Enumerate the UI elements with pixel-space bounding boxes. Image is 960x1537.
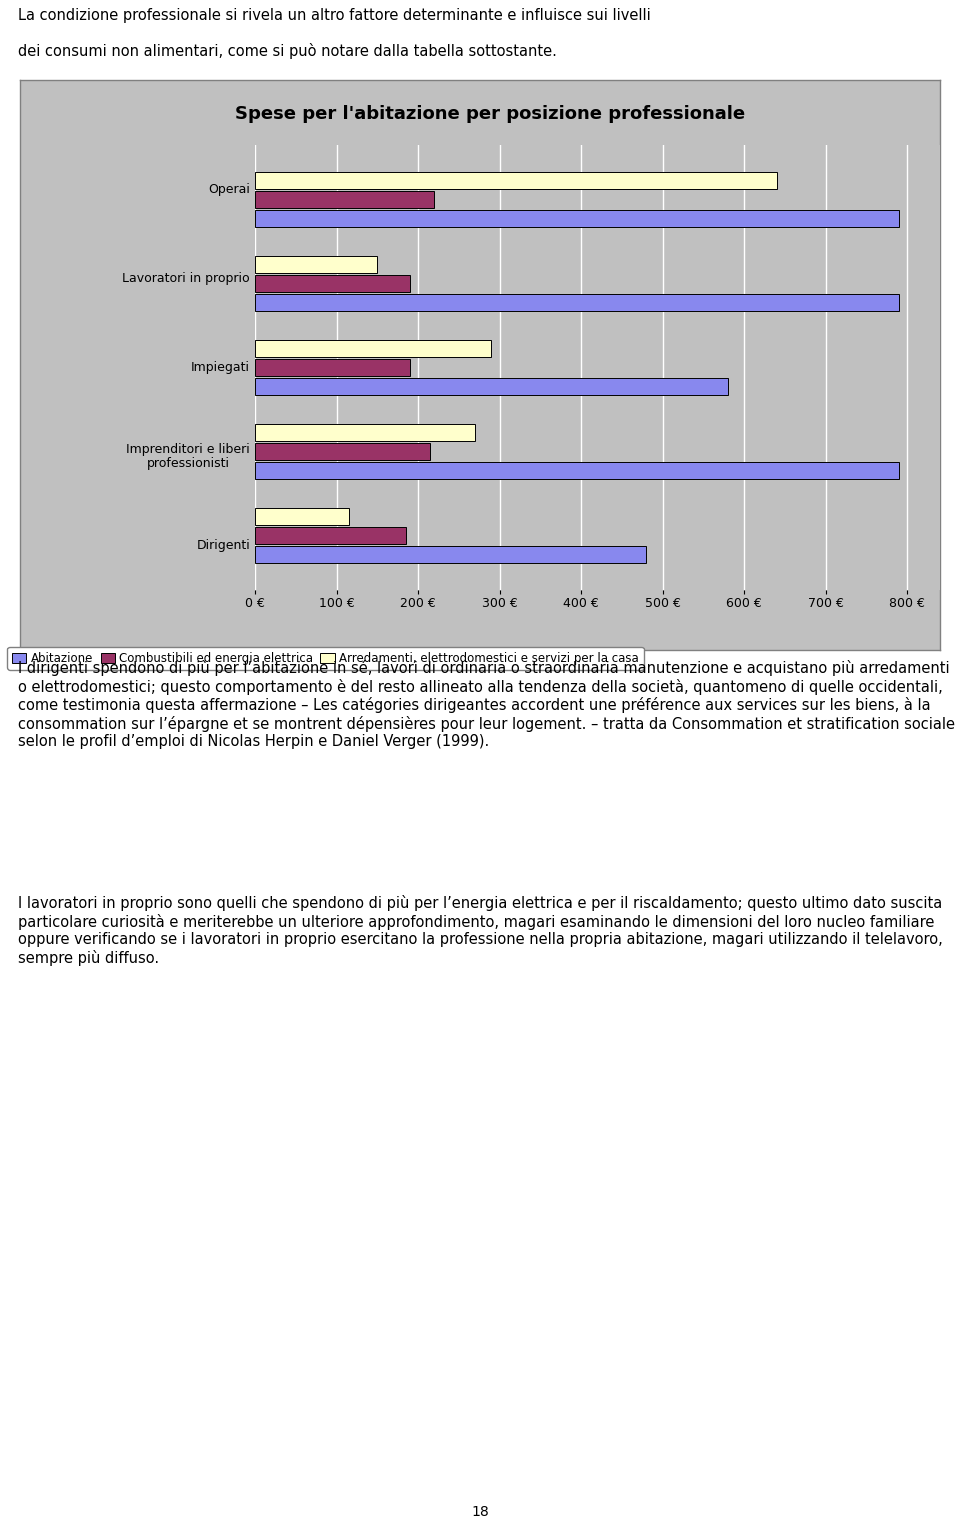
Bar	[255, 424, 475, 441]
Text: Spese per l'abitazione per posizione professionale: Spese per l'abitazione per posizione pro…	[235, 105, 745, 123]
Text: Imprenditori e liberi
professionisti: Imprenditori e liberi professionisti	[127, 443, 250, 470]
Bar	[255, 294, 900, 310]
Text: I lavoratori in proprio sono quelli che spendono di più per l’energia elettrica : I lavoratori in proprio sono quelli che …	[18, 895, 943, 965]
Text: Operai: Operai	[208, 183, 250, 197]
Bar	[255, 463, 900, 478]
Bar	[255, 378, 728, 395]
Text: Dirigenti: Dirigenti	[196, 539, 250, 552]
Text: I dirigenti spendono di più per l’abitazione in sé, lavori di ordinaria o straor: I dirigenti spendono di più per l’abitaz…	[18, 659, 955, 749]
Bar	[255, 546, 646, 563]
Bar	[255, 443, 430, 460]
Bar	[255, 172, 777, 189]
Bar	[255, 275, 410, 292]
Bar	[255, 257, 377, 274]
Text: 18: 18	[471, 1505, 489, 1519]
Text: dei consumi non alimentari, come si può notare dalla tabella sottostante.: dei consumi non alimentari, come si può …	[18, 43, 557, 58]
Text: La condizione professionale si rivela un altro fattore determinante e influisce : La condizione professionale si rivela un…	[18, 8, 651, 23]
Bar	[255, 211, 900, 227]
Bar	[255, 509, 348, 526]
Text: Lavoratori in proprio: Lavoratori in proprio	[122, 272, 250, 284]
Bar	[255, 527, 406, 544]
Text: Impiegati: Impiegati	[191, 361, 250, 373]
Legend: Abitazione, Combustibili ed energia elettrica, Arredamenti, elettrodomestici e s: Abitazione, Combustibili ed energia elet…	[8, 647, 644, 670]
Bar	[255, 191, 435, 207]
Bar	[255, 360, 410, 377]
Bar	[255, 340, 492, 357]
